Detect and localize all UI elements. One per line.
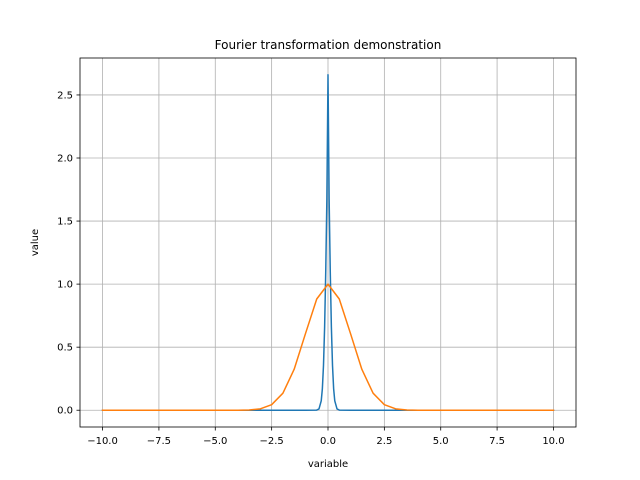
y-tick-label: 2.5 <box>57 90 73 101</box>
x-tick-label: −7.5 <box>147 436 171 447</box>
y-tick-label: 2.0 <box>57 154 73 165</box>
chart-title: Fourier transformation demonstration <box>215 38 442 52</box>
y-tick-label: 0.0 <box>57 406 73 417</box>
x-tick-label: 10.0 <box>542 436 564 447</box>
x-axis-ticks: −10.0 −7.5 −5.0 −2.5 0.0 2.5 5.0 7.5 10.0 <box>87 427 565 447</box>
x-tick-label: −2.5 <box>259 436 283 447</box>
y-axis-label: value <box>30 229 41 256</box>
y-tick-label: 1.0 <box>57 280 73 291</box>
series-line-1 <box>101 74 555 411</box>
x-tick-label: −5.0 <box>203 436 227 447</box>
x-tick-label: 2.5 <box>376 436 392 447</box>
y-axis-ticks: 0.0 0.5 1.0 1.5 2.0 2.5 <box>57 90 80 417</box>
x-tick-label: 0.0 <box>320 436 336 447</box>
series-line-2 <box>101 283 555 411</box>
x-tick-label: 7.5 <box>489 436 505 447</box>
x-tick-label: 5.0 <box>433 436 449 447</box>
series-layer <box>101 74 555 411</box>
y-tick-label: 0.5 <box>57 343 73 354</box>
x-axis-label: variable <box>308 459 348 470</box>
y-tick-label: 1.5 <box>57 217 73 228</box>
x-tick-label: −10.0 <box>87 436 118 447</box>
